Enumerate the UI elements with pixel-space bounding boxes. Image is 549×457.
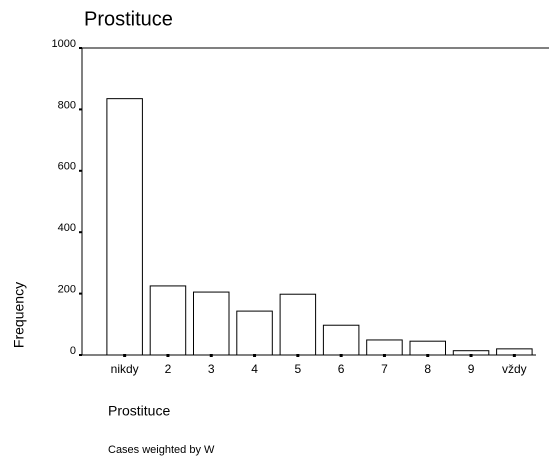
y-tick-label: 1000 bbox=[52, 38, 76, 50]
bar bbox=[192, 291, 230, 356]
bar bbox=[106, 98, 143, 356]
x-tick bbox=[123, 354, 127, 357]
x-tick-label: 4 bbox=[251, 362, 258, 376]
y-tick-label: 800 bbox=[58, 99, 76, 111]
bar bbox=[236, 310, 273, 356]
x-tick bbox=[209, 354, 213, 357]
x-tick bbox=[166, 354, 170, 357]
y-tick-label: 200 bbox=[58, 284, 76, 296]
x-tick bbox=[382, 354, 386, 357]
x-tick bbox=[469, 354, 473, 357]
y-tick-label: 600 bbox=[58, 161, 76, 173]
x-tick bbox=[253, 354, 257, 357]
x-tick bbox=[296, 354, 300, 357]
x-tick-label: 9 bbox=[468, 362, 475, 376]
y-tick-label: 0 bbox=[70, 345, 76, 357]
x-tick bbox=[339, 354, 343, 357]
bar bbox=[149, 285, 187, 356]
bar bbox=[409, 340, 447, 356]
x-tick bbox=[512, 354, 516, 357]
chart-title: Prostituce bbox=[84, 8, 173, 30]
footnote: Cases weighted by W bbox=[108, 444, 215, 456]
y-tick-label: 400 bbox=[58, 222, 76, 234]
x-tick-label: 2 bbox=[165, 362, 172, 376]
x-tick-label: 7 bbox=[381, 362, 388, 376]
x-tick-label: 6 bbox=[338, 362, 345, 376]
x-tick-label: 8 bbox=[424, 362, 431, 376]
x-tick-label: 3 bbox=[208, 362, 215, 376]
bar bbox=[366, 339, 403, 356]
x-tick-label: vždy bbox=[502, 362, 527, 376]
bar bbox=[279, 293, 317, 356]
x-axis-label: Prostituce bbox=[108, 403, 170, 419]
x-tick bbox=[426, 354, 430, 357]
bar bbox=[322, 324, 360, 356]
x-tick-label: nikdy bbox=[111, 362, 139, 376]
x-tick-label: 5 bbox=[295, 362, 302, 376]
y-axis-label: Frequency bbox=[11, 282, 27, 348]
